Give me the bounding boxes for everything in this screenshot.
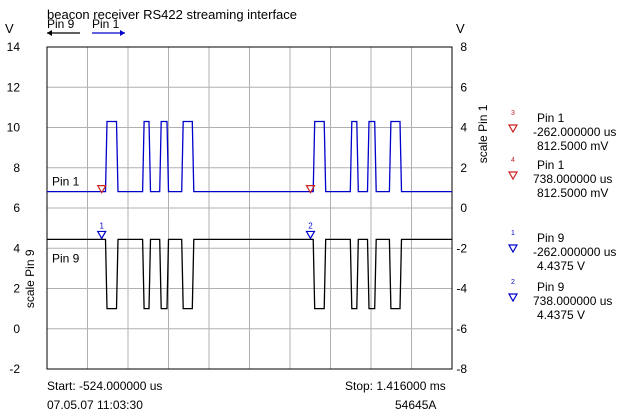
marker-3-icon <box>96 185 107 194</box>
readout-channel: Pin 1 <box>537 158 565 172</box>
legend-label: Pin 9 <box>47 17 75 31</box>
readout-channel: Pin 9 <box>537 231 565 245</box>
left-axis-tick-label: 10 <box>7 121 21 135</box>
left-axis-tick-label: 8 <box>13 161 20 175</box>
readout-value: 4.4375 V <box>537 259 585 273</box>
right-axis-tick-label: 0 <box>460 201 467 215</box>
right-axis-tick-label: 4 <box>460 121 467 135</box>
left-axis-unit: V <box>5 21 14 36</box>
left-axis-tick-label: -2 <box>9 362 20 376</box>
pin9-trace-label: Pin 9 <box>52 251 80 265</box>
right-axis-tick-label: -8 <box>456 362 467 376</box>
arrow-right-icon <box>120 30 125 36</box>
right-axis-unit: V <box>456 21 465 36</box>
plot-frame <box>46 46 453 370</box>
readout-time: -262.000000 us <box>533 125 616 139</box>
readout-time: 738.000000 us <box>533 172 612 186</box>
right-axis-tick-label: -6 <box>456 322 467 336</box>
marker-4-icon <box>305 185 316 194</box>
pin1-trace-label: Pin 1 <box>52 175 80 189</box>
readout-time: -262.000000 us <box>533 245 616 259</box>
marker-2-icon <box>305 230 316 240</box>
readout-channel: Pin 9 <box>537 280 565 294</box>
readout-marker-1-icon <box>507 244 519 254</box>
readout-marker-2-icon <box>507 293 519 303</box>
left-axis-tick-label: 0 <box>13 322 20 336</box>
legend-label: Pin 1 <box>92 17 120 31</box>
readout-marker-3-icon <box>507 124 519 134</box>
left-axis-tick-label: 4 <box>13 241 20 255</box>
timestamp-label: 07.05.07 11:03:30 <box>47 398 143 412</box>
start-time-label: Start: -524.000000 us <box>47 379 163 393</box>
readout-value: 812.5000 mV <box>537 186 608 200</box>
marker-1-id: 1 <box>99 221 104 230</box>
marker-2-id: 2 <box>308 221 313 230</box>
page-title: beacon receiver RS422 streaming interfac… <box>47 7 298 22</box>
chart-legend: Pin 9 Pin 1 <box>47 17 125 36</box>
readout-marker-4-icon <box>507 171 519 181</box>
arrow-left-icon <box>47 30 52 36</box>
readout-value: 812.5000 mV <box>537 139 608 153</box>
right-axis-tick-label: 6 <box>460 80 467 94</box>
pin1-trace <box>47 120 452 193</box>
left-axis-tick-label: 12 <box>7 80 21 94</box>
right-axis-tick-label: -2 <box>456 241 467 255</box>
plot-grid <box>46 46 453 370</box>
readout-marker-4-id: 4 <box>511 157 515 164</box>
readout-channel: Pin 1 <box>537 111 565 125</box>
instrument-model: 54645A <box>395 398 437 412</box>
left-axis-tick-label: 6 <box>13 201 20 215</box>
right-axis-tick-label: 8 <box>460 40 467 54</box>
pin9-trace <box>47 238 452 310</box>
readout-time: 738.000000 us <box>533 294 612 308</box>
right-axis-tick-label: 2 <box>460 161 467 175</box>
right-axis-tick-label: -4 <box>456 282 467 296</box>
left-axis-tick-label: 2 <box>13 282 20 296</box>
marker-1-icon <box>96 230 107 240</box>
left-axis-tick-label: 14 <box>7 40 21 54</box>
right-axis-label: scale Pin 1 <box>476 104 490 163</box>
left-axis-label: scale Pin 9 <box>23 249 37 308</box>
readout-value: 4.4375 V <box>537 308 585 322</box>
readout-marker-1-id: 1 <box>511 230 515 237</box>
readout-marker-3-id: 3 <box>511 110 515 117</box>
plot-traces: Pin 1 Pin 9 <box>47 120 452 310</box>
stop-time-label: Stop: 1.416000 ms <box>345 379 446 393</box>
readout-marker-2-id: 2 <box>511 279 515 286</box>
